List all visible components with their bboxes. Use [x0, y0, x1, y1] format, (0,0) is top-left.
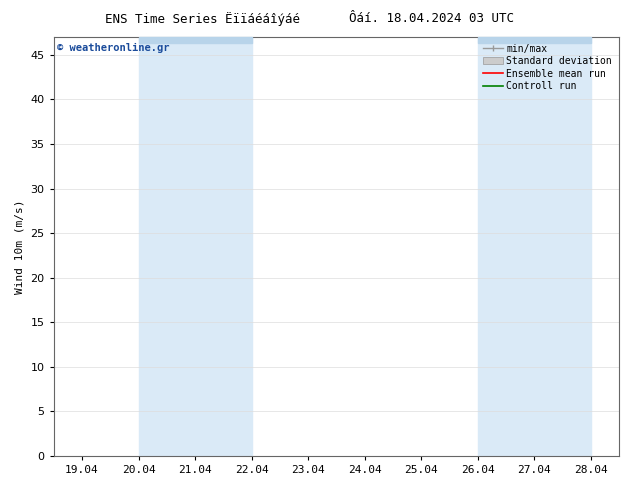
- Bar: [477, 37, 591, 456]
- Text: Ôáí. 18.04.2024 03 UTC: Ôáí. 18.04.2024 03 UTC: [349, 12, 514, 25]
- Legend: min/max, Standard deviation, Ensemble mean run, Controll run: min/max, Standard deviation, Ensemble me…: [481, 42, 614, 93]
- Text: © weatheronline.gr: © weatheronline.gr: [56, 43, 169, 53]
- Text: ENS Time Series Ëïïáéáîýáé: ENS Time Series Ëïïáéáîýáé: [105, 12, 301, 26]
- Bar: [477, 37, 591, 43]
- Bar: [138, 37, 252, 43]
- Y-axis label: Wind 10m (m/s): Wind 10m (m/s): [15, 199, 25, 294]
- Bar: [138, 37, 252, 456]
